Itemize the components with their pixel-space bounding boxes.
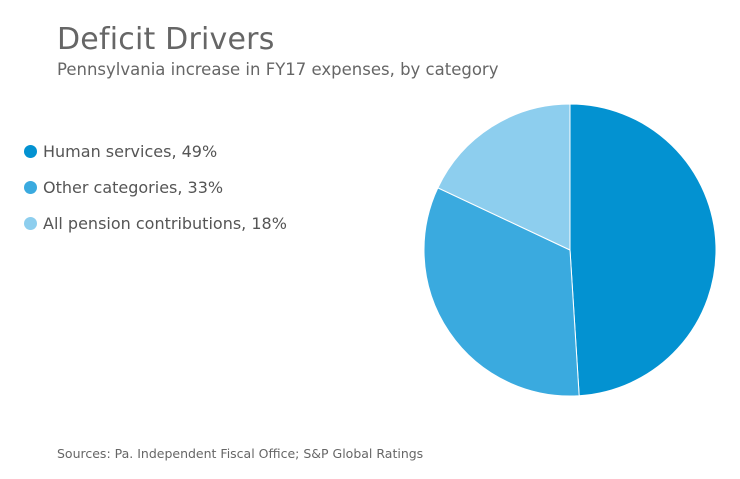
pie-slice-human-services xyxy=(569,103,717,397)
legend-label-pension-contributions: All pension contributions, 18% xyxy=(43,213,287,233)
chart-source: Sources: Pa. Independent Fiscal Office; … xyxy=(57,446,424,461)
pie-slice-all-pension-contributions xyxy=(437,103,571,251)
chart-subtitle: Pennsylvania increase in FY17 expenses, … xyxy=(57,60,499,79)
chart-legend: Human services, 49% Other categories, 33… xyxy=(24,133,287,241)
pie-chart xyxy=(423,103,717,397)
legend-label-other-categories: Other categories, 33% xyxy=(43,177,224,197)
legend-swatch-pension-contributions xyxy=(24,216,37,230)
chart-title: Deficit Drivers xyxy=(57,22,275,57)
pie-slice-other-categories xyxy=(423,187,580,397)
legend-swatch-human-services xyxy=(24,144,37,158)
legend-label-human-services: Human services, 49% xyxy=(43,141,218,161)
legend-item-other-categories: Other categories, 33% xyxy=(24,169,287,205)
legend-item-human-services: Human services, 49% xyxy=(24,133,287,169)
legend-swatch-other-categories xyxy=(24,180,37,194)
legend-item-pension-contributions: All pension contributions, 18% xyxy=(24,205,287,241)
pie-slices xyxy=(423,103,717,397)
